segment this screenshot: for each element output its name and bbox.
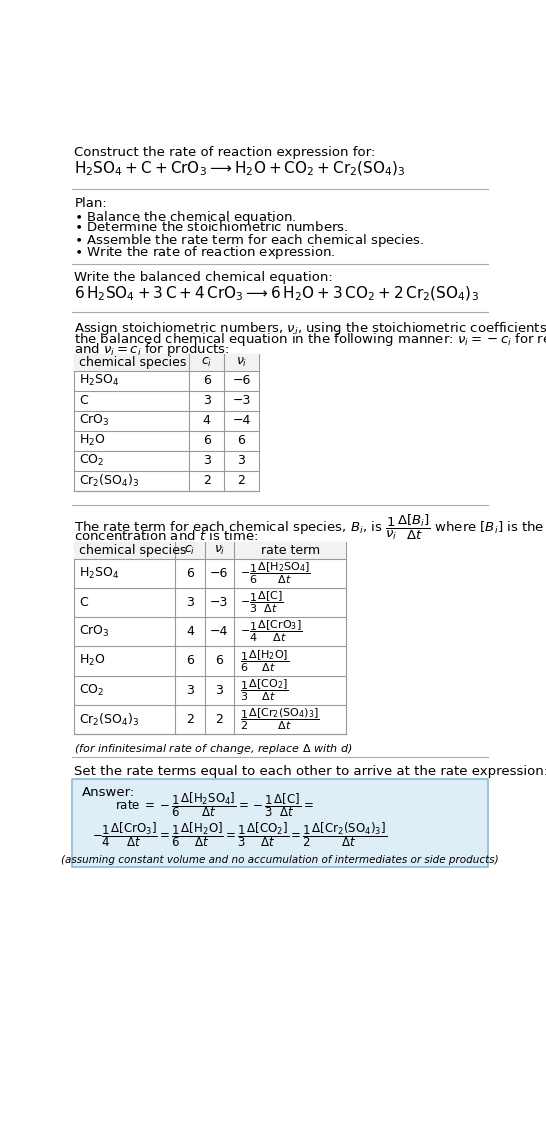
- Text: 6: 6: [186, 567, 194, 579]
- Text: 3: 3: [186, 684, 194, 696]
- Text: Write the balanced chemical equation:: Write the balanced chemical equation:: [74, 271, 333, 284]
- Text: $\mathrm{Cr_2(SO_4)_3}$: $\mathrm{Cr_2(SO_4)_3}$: [79, 472, 140, 489]
- Text: $\mathrm{CO_2}$: $\mathrm{CO_2}$: [79, 683, 104, 698]
- Text: −4: −4: [232, 414, 251, 427]
- Text: $c_i$: $c_i$: [185, 544, 195, 556]
- Text: chemical species: chemical species: [79, 544, 187, 556]
- Text: 3: 3: [203, 454, 211, 468]
- Text: $c_i$: $c_i$: [201, 355, 212, 369]
- Text: $\mathrm{C}$: $\mathrm{C}$: [79, 394, 89, 407]
- Text: Assign stoichiometric numbers, $\nu_i$, using the stoichiometric coefficients, $: Assign stoichiometric numbers, $\nu_i$, …: [74, 320, 546, 337]
- Text: 2: 2: [203, 475, 211, 487]
- Text: (assuming constant volume and no accumulation of intermediates or side products): (assuming constant volume and no accumul…: [61, 855, 498, 865]
- Bar: [74, 542, 347, 559]
- Text: −4: −4: [210, 625, 229, 638]
- Text: concentration and $t$ is time:: concentration and $t$ is time:: [74, 529, 259, 543]
- Text: 4: 4: [186, 625, 194, 638]
- Text: $\mathrm{H_2SO_4 + C + CrO_3 \longrightarrow H_2O + CO_2 + Cr_2(SO_4)_3}$: $\mathrm{H_2SO_4 + C + CrO_3 \longrighta…: [74, 159, 406, 178]
- Text: Construct the rate of reaction expression for:: Construct the rate of reaction expressio…: [74, 146, 376, 159]
- Text: $\bullet$ Write the rate of reaction expression.: $\bullet$ Write the rate of reaction exp…: [74, 244, 336, 261]
- Text: 4: 4: [203, 414, 211, 427]
- Text: $\mathrm{CO_2}$: $\mathrm{CO_2}$: [79, 453, 104, 468]
- Text: 3: 3: [186, 596, 194, 609]
- Bar: [74, 354, 259, 371]
- Text: rate term: rate term: [261, 544, 320, 556]
- Text: 6: 6: [186, 654, 194, 667]
- Text: and $\nu_i = c_i$ for products:: and $\nu_i = c_i$ for products:: [74, 341, 230, 358]
- Bar: [74, 354, 259, 490]
- Text: $\dfrac{1}{3}\dfrac{\Delta[\mathrm{CO_2}]}{\Delta t}$: $\dfrac{1}{3}\dfrac{\Delta[\mathrm{CO_2}…: [240, 677, 289, 703]
- Text: 3: 3: [238, 454, 245, 468]
- Text: The rate term for each chemical species, $B_i$, is $\dfrac{1}{\nu_i}\dfrac{\Delt: The rate term for each chemical species,…: [74, 512, 546, 542]
- Text: $\mathrm{6\,H_2SO_4 + 3\,C + 4\,CrO_3 \longrightarrow 6\,H_2O + 3\,CO_2 + 2\,Cr_: $\mathrm{6\,H_2SO_4 + 3\,C + 4\,CrO_3 \l…: [74, 284, 479, 303]
- Text: $\bullet$ Assemble the rate term for each chemical species.: $\bullet$ Assemble the rate term for eac…: [74, 232, 425, 249]
- Text: $-\dfrac{1}{6}\dfrac{\Delta[\mathrm{H_2SO_4}]}{\Delta t}$: $-\dfrac{1}{6}\dfrac{\Delta[\mathrm{H_2S…: [240, 560, 311, 586]
- Text: chemical species: chemical species: [79, 356, 187, 369]
- Text: the balanced chemical equation in the following manner: $\nu_i = -c_i$ for react: the balanced chemical equation in the fo…: [74, 331, 546, 347]
- Text: $\bullet$ Balance the chemical equation.: $\bullet$ Balance the chemical equation.: [74, 209, 297, 226]
- Text: $\mathrm{H_2O}$: $\mathrm{H_2O}$: [79, 653, 106, 668]
- Text: 3: 3: [216, 684, 223, 696]
- Text: (for infinitesimal rate of change, replace $\Delta$ with $d$): (for infinitesimal rate of change, repla…: [74, 742, 353, 756]
- Text: $\mathrm{H_2O}$: $\mathrm{H_2O}$: [79, 434, 106, 448]
- Text: $-\dfrac{1}{3}\dfrac{\Delta[\mathrm{C}]}{\Delta t}$: $-\dfrac{1}{3}\dfrac{\Delta[\mathrm{C}]}…: [240, 589, 284, 616]
- FancyBboxPatch shape: [72, 778, 488, 867]
- Text: 6: 6: [203, 435, 211, 447]
- Text: $\mathrm{Cr_2(SO_4)_3}$: $\mathrm{Cr_2(SO_4)_3}$: [79, 711, 140, 727]
- Text: −6: −6: [232, 374, 251, 387]
- Text: $\bullet$ Determine the stoichiometric numbers.: $\bullet$ Determine the stoichiometric n…: [74, 221, 349, 234]
- Text: 2: 2: [238, 475, 245, 487]
- Text: −6: −6: [210, 567, 229, 579]
- Text: rate $= -\dfrac{1}{6}\dfrac{\Delta[\mathrm{H_2SO_4}]}{\Delta t} = -\dfrac{1}{3}\: rate $= -\dfrac{1}{6}\dfrac{\Delta[\math…: [115, 790, 313, 818]
- Text: $\nu_i$: $\nu_i$: [213, 544, 225, 556]
- Text: $\dfrac{1}{2}\dfrac{\Delta[\mathrm{Cr_2(SO_4)_3}]}{\Delta t}$: $\dfrac{1}{2}\dfrac{\Delta[\mathrm{Cr_2(…: [240, 707, 320, 732]
- Text: $-\dfrac{1}{4}\dfrac{\Delta[\mathrm{CrO_3}]}{\Delta t}$: $-\dfrac{1}{4}\dfrac{\Delta[\mathrm{CrO_…: [240, 619, 303, 644]
- Text: $\mathrm{C}$: $\mathrm{C}$: [79, 596, 89, 609]
- Text: $\dfrac{1}{6}\dfrac{\Delta[\mathrm{H_2O}]}{\Delta t}$: $\dfrac{1}{6}\dfrac{\Delta[\mathrm{H_2O}…: [240, 649, 289, 674]
- Text: −3: −3: [210, 596, 229, 609]
- Text: 6: 6: [216, 654, 223, 667]
- Text: Answer:: Answer:: [81, 786, 135, 799]
- Text: 6: 6: [203, 374, 211, 387]
- Text: $\mathrm{H_2SO_4}$: $\mathrm{H_2SO_4}$: [79, 373, 120, 388]
- Text: $\mathrm{H_2SO_4}$: $\mathrm{H_2SO_4}$: [79, 566, 120, 580]
- Text: Plan:: Plan:: [74, 197, 107, 209]
- Text: $\mathrm{CrO_3}$: $\mathrm{CrO_3}$: [79, 413, 110, 428]
- Text: 6: 6: [238, 435, 245, 447]
- Text: Set the rate terms equal to each other to arrive at the rate expression:: Set the rate terms equal to each other t…: [74, 765, 546, 778]
- Text: $\nu_i$: $\nu_i$: [236, 355, 247, 369]
- Text: $\mathrm{CrO_3}$: $\mathrm{CrO_3}$: [79, 624, 110, 640]
- Text: $-\dfrac{1}{4}\dfrac{\Delta[\mathrm{CrO_3}]}{\Delta t} = \dfrac{1}{6}\dfrac{\Del: $-\dfrac{1}{4}\dfrac{\Delta[\mathrm{CrO_…: [92, 819, 387, 849]
- Text: −3: −3: [232, 394, 251, 407]
- Text: 3: 3: [203, 394, 211, 407]
- Text: 2: 2: [186, 712, 194, 726]
- Text: 2: 2: [216, 712, 223, 726]
- Bar: [74, 542, 347, 734]
